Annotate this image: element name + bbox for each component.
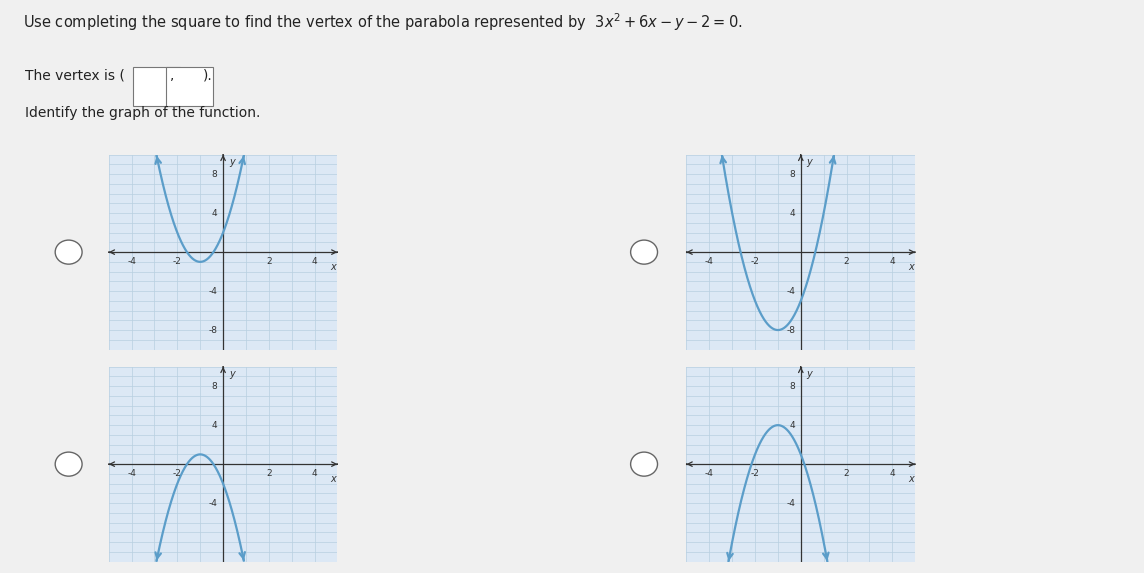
Text: 8: 8 — [212, 382, 217, 391]
Text: 2: 2 — [267, 469, 271, 478]
Text: 4: 4 — [890, 257, 895, 266]
Text: 4: 4 — [312, 257, 317, 266]
Circle shape — [55, 240, 82, 264]
Text: -4: -4 — [208, 499, 217, 508]
Text: 4: 4 — [212, 209, 217, 218]
Text: 2: 2 — [844, 469, 849, 478]
Circle shape — [630, 452, 658, 476]
Text: -8: -8 — [208, 325, 217, 335]
Text: 4: 4 — [890, 469, 895, 478]
Text: ,: , — [169, 68, 174, 83]
Text: x: x — [331, 262, 336, 272]
Text: y: y — [229, 368, 235, 379]
Text: Identify the graph of the function.: Identify the graph of the function. — [25, 106, 261, 120]
Text: -2: -2 — [750, 469, 760, 478]
Text: -4: -4 — [705, 469, 714, 478]
Text: 4: 4 — [789, 209, 795, 218]
FancyBboxPatch shape — [133, 67, 180, 105]
Text: x: x — [908, 262, 914, 272]
Text: 8: 8 — [212, 170, 217, 179]
Text: -4: -4 — [705, 257, 714, 266]
Text: -4: -4 — [127, 469, 136, 478]
Text: 4: 4 — [789, 421, 795, 430]
Text: x: x — [908, 474, 914, 484]
Text: 8: 8 — [789, 382, 795, 391]
Text: -4: -4 — [786, 286, 795, 296]
Text: -2: -2 — [173, 469, 182, 478]
Text: 2: 2 — [267, 257, 271, 266]
Text: 4: 4 — [212, 421, 217, 430]
Text: -8: -8 — [786, 325, 795, 335]
Text: -4: -4 — [786, 499, 795, 508]
Text: -2: -2 — [750, 257, 760, 266]
Text: -2: -2 — [173, 257, 182, 266]
Text: y: y — [229, 156, 235, 167]
Text: The vertex is (: The vertex is ( — [25, 68, 125, 83]
Text: 2: 2 — [844, 257, 849, 266]
Text: y: y — [807, 368, 812, 379]
Text: x: x — [331, 474, 336, 484]
Text: ).: ). — [204, 68, 213, 83]
Circle shape — [55, 452, 82, 476]
Text: 8: 8 — [789, 170, 795, 179]
FancyBboxPatch shape — [166, 67, 213, 105]
Text: 4: 4 — [312, 469, 317, 478]
Text: Use completing the square to find the vertex of the parabola represented by  $3x: Use completing the square to find the ve… — [23, 11, 742, 33]
Circle shape — [630, 240, 658, 264]
Text: y: y — [807, 156, 812, 167]
Text: -4: -4 — [127, 257, 136, 266]
Text: -4: -4 — [208, 286, 217, 296]
